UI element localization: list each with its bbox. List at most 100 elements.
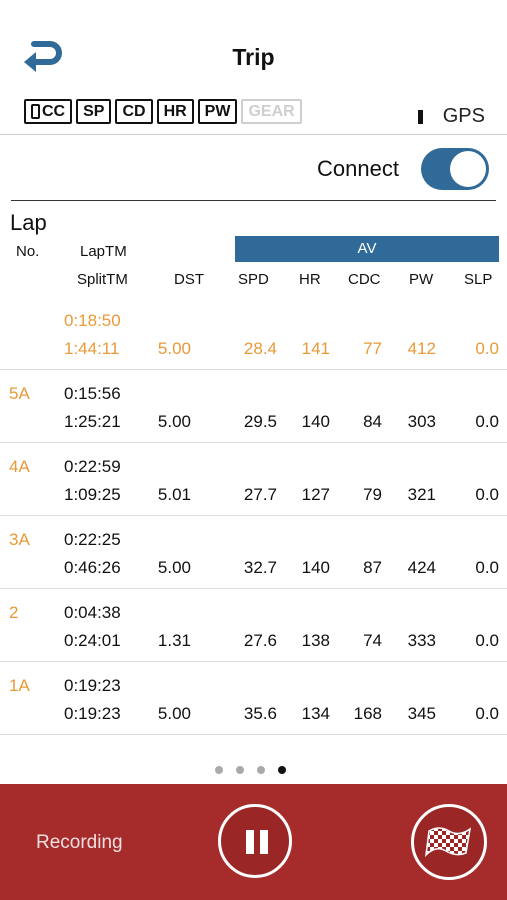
lap-section-title: Lap — [10, 210, 47, 235]
lap-cell-slp: 0.0 — [475, 704, 499, 723]
gps-status: GPS — [417, 105, 485, 128]
lap-cell-slp: 0.0 — [475, 412, 499, 431]
lap-cell-spd: 35.6 — [243, 704, 277, 723]
sensor-badge-sp: SP — [76, 99, 112, 124]
sensor-badge-hr: HR — [156, 99, 194, 124]
lap-cell-laptm: 0:19:23 — [64, 676, 121, 695]
lap-row[interactable]: 3A 0:22:25 0:46:26 5.00 32.7 140 87 424 0.0 — [0, 516, 507, 589]
divider — [11, 200, 496, 201]
row-divider — [0, 442, 507, 443]
lap-cell-pw: 345 — [407, 704, 436, 723]
lap-cell-dst: 5.00 — [157, 339, 191, 358]
toggle-knob — [450, 151, 486, 187]
lap-flag-button[interactable] — [411, 804, 487, 880]
lap-cell-splittm: 1:25:21 — [64, 412, 121, 431]
lap-cell-cdc: 168 — [353, 704, 382, 723]
lap-cell-slp: 0.0 — [475, 485, 499, 504]
lap-cell-dst: 5.00 — [157, 704, 191, 723]
lap-cell-dst: 5.00 — [157, 412, 191, 431]
lap-cell-pw: 333 — [407, 631, 436, 650]
phone-icon — [31, 104, 40, 119]
sensor-label: HR — [163, 103, 187, 120]
lap-cell-spd: 27.6 — [243, 631, 277, 650]
row-divider — [0, 734, 507, 735]
column-header-splittm: SplitTM — [77, 271, 128, 288]
lap-cell-hr: 140 — [301, 558, 330, 577]
lap-cell-dst: 5.01 — [157, 485, 191, 504]
lap-cell-splittm: 0:19:23 — [64, 704, 121, 723]
page-dot-active[interactable] — [278, 766, 286, 774]
sensor-badge-gear: GEAR — [241, 99, 302, 124]
lap-cell-no: 4A — [9, 457, 30, 476]
column-header-slp: SLP — [464, 271, 493, 288]
divider — [0, 134, 507, 135]
lap-cell-laptm: 0:15:56 — [64, 384, 121, 403]
sensor-label: GEAR — [248, 103, 295, 120]
lap-row[interactable]: 5A 0:15:56 1:25:21 5.00 29.5 140 84 303 0.0 — [0, 370, 507, 443]
lap-cell-cdc: 84 — [363, 412, 382, 431]
column-header-spd: SPD — [238, 271, 269, 288]
connect-toggle[interactable] — [421, 148, 489, 190]
back-button[interactable] — [20, 36, 64, 76]
lap-cell-hr: 138 — [301, 631, 330, 650]
lap-cell-splittm: 0:24:01 — [64, 631, 121, 650]
column-group-av: AV — [235, 236, 499, 262]
lap-cell-splittm: 1:44:11 — [64, 339, 120, 358]
lap-row[interactable]: 2 0:04:38 0:24:01 1.31 27.6 138 74 333 0.0 — [0, 589, 507, 662]
lap-cell-laptm: 0:18:50 — [64, 311, 121, 330]
sensor-label: CC — [42, 103, 66, 120]
lap-cell-no: 1A — [9, 676, 30, 695]
lap-cell-no: 3A — [9, 530, 30, 549]
lap-cell-cdc: 74 — [363, 631, 382, 650]
lap-cell-spd: 32.7 — [243, 558, 277, 577]
sensor-label: PW — [204, 103, 231, 120]
lap-row[interactable]: 0:18:50 1:44:11 5.00 28.4 141 77 412 0.0 — [0, 297, 507, 370]
page-title: Trip — [232, 44, 275, 70]
lap-cell-slp: 0.0 — [475, 631, 499, 650]
lap-cell-no: 5A — [9, 384, 30, 403]
lap-cell-hr: 134 — [301, 704, 330, 723]
sensor-status-row: CC SP CD HR PW GEAR — [24, 99, 302, 125]
lap-cell-spd: 29.5 — [243, 412, 277, 431]
column-header-cdc: CDC — [348, 271, 381, 288]
page-dot[interactable] — [236, 766, 244, 774]
lap-cell-hr: 141 — [301, 339, 330, 358]
lap-cell-pw: 412 — [407, 339, 436, 358]
lap-cell-splittm: 1:09:25 — [64, 485, 121, 504]
lap-cell-laptm: 0:22:59 — [64, 457, 121, 476]
lap-cell-cdc: 87 — [363, 558, 382, 577]
connect-label: Connect — [317, 156, 399, 181]
row-divider — [0, 588, 507, 589]
lap-cell-spd: 27.7 — [243, 485, 277, 504]
lap-cell-splittm: 0:46:26 — [64, 558, 121, 577]
sensor-badge-cc: CC — [24, 99, 73, 124]
checkered-flag-icon — [424, 827, 472, 858]
lap-cell-slp: 0.0 — [475, 558, 499, 577]
lap-cell-cdc: 79 — [363, 485, 382, 504]
gps-label: GPS — [442, 105, 485, 127]
page-dot[interactable] — [257, 766, 265, 774]
lap-cell-hr: 127 — [301, 485, 330, 504]
sensor-badge-cd: CD — [115, 99, 153, 124]
row-divider — [0, 515, 507, 516]
column-header-hr: HR — [299, 271, 321, 288]
sensor-label: CD — [122, 103, 146, 120]
lap-cell-dst: 1.31 — [157, 631, 191, 650]
back-arrow-icon — [24, 41, 62, 72]
lap-row[interactable]: 4A 0:22:59 1:09:25 5.01 27.7 127 79 321 0.0 — [0, 443, 507, 516]
sensor-label: SP — [83, 103, 105, 120]
page-dot[interactable] — [215, 766, 223, 774]
lap-cell-hr: 140 — [301, 412, 330, 431]
lap-cell-dst: 5.00 — [157, 558, 191, 577]
recording-label: Recording — [36, 832, 123, 853]
row-divider — [0, 369, 507, 370]
lap-cell-spd: 28.4 — [243, 339, 277, 358]
column-header-laptm: LapTM — [80, 243, 127, 260]
lap-cell-pw: 424 — [407, 558, 436, 577]
column-header-dst: DST — [174, 271, 204, 288]
pause-button[interactable] — [218, 804, 292, 878]
lap-cell-laptm: 0:22:25 — [64, 530, 121, 549]
lap-row[interactable]: 1A 0:19:23 0:19:23 5.00 35.6 134 168 345 0.0 — [0, 662, 507, 735]
sensor-badge-pw: PW — [197, 99, 238, 124]
gps-signal-icon — [417, 109, 423, 124]
